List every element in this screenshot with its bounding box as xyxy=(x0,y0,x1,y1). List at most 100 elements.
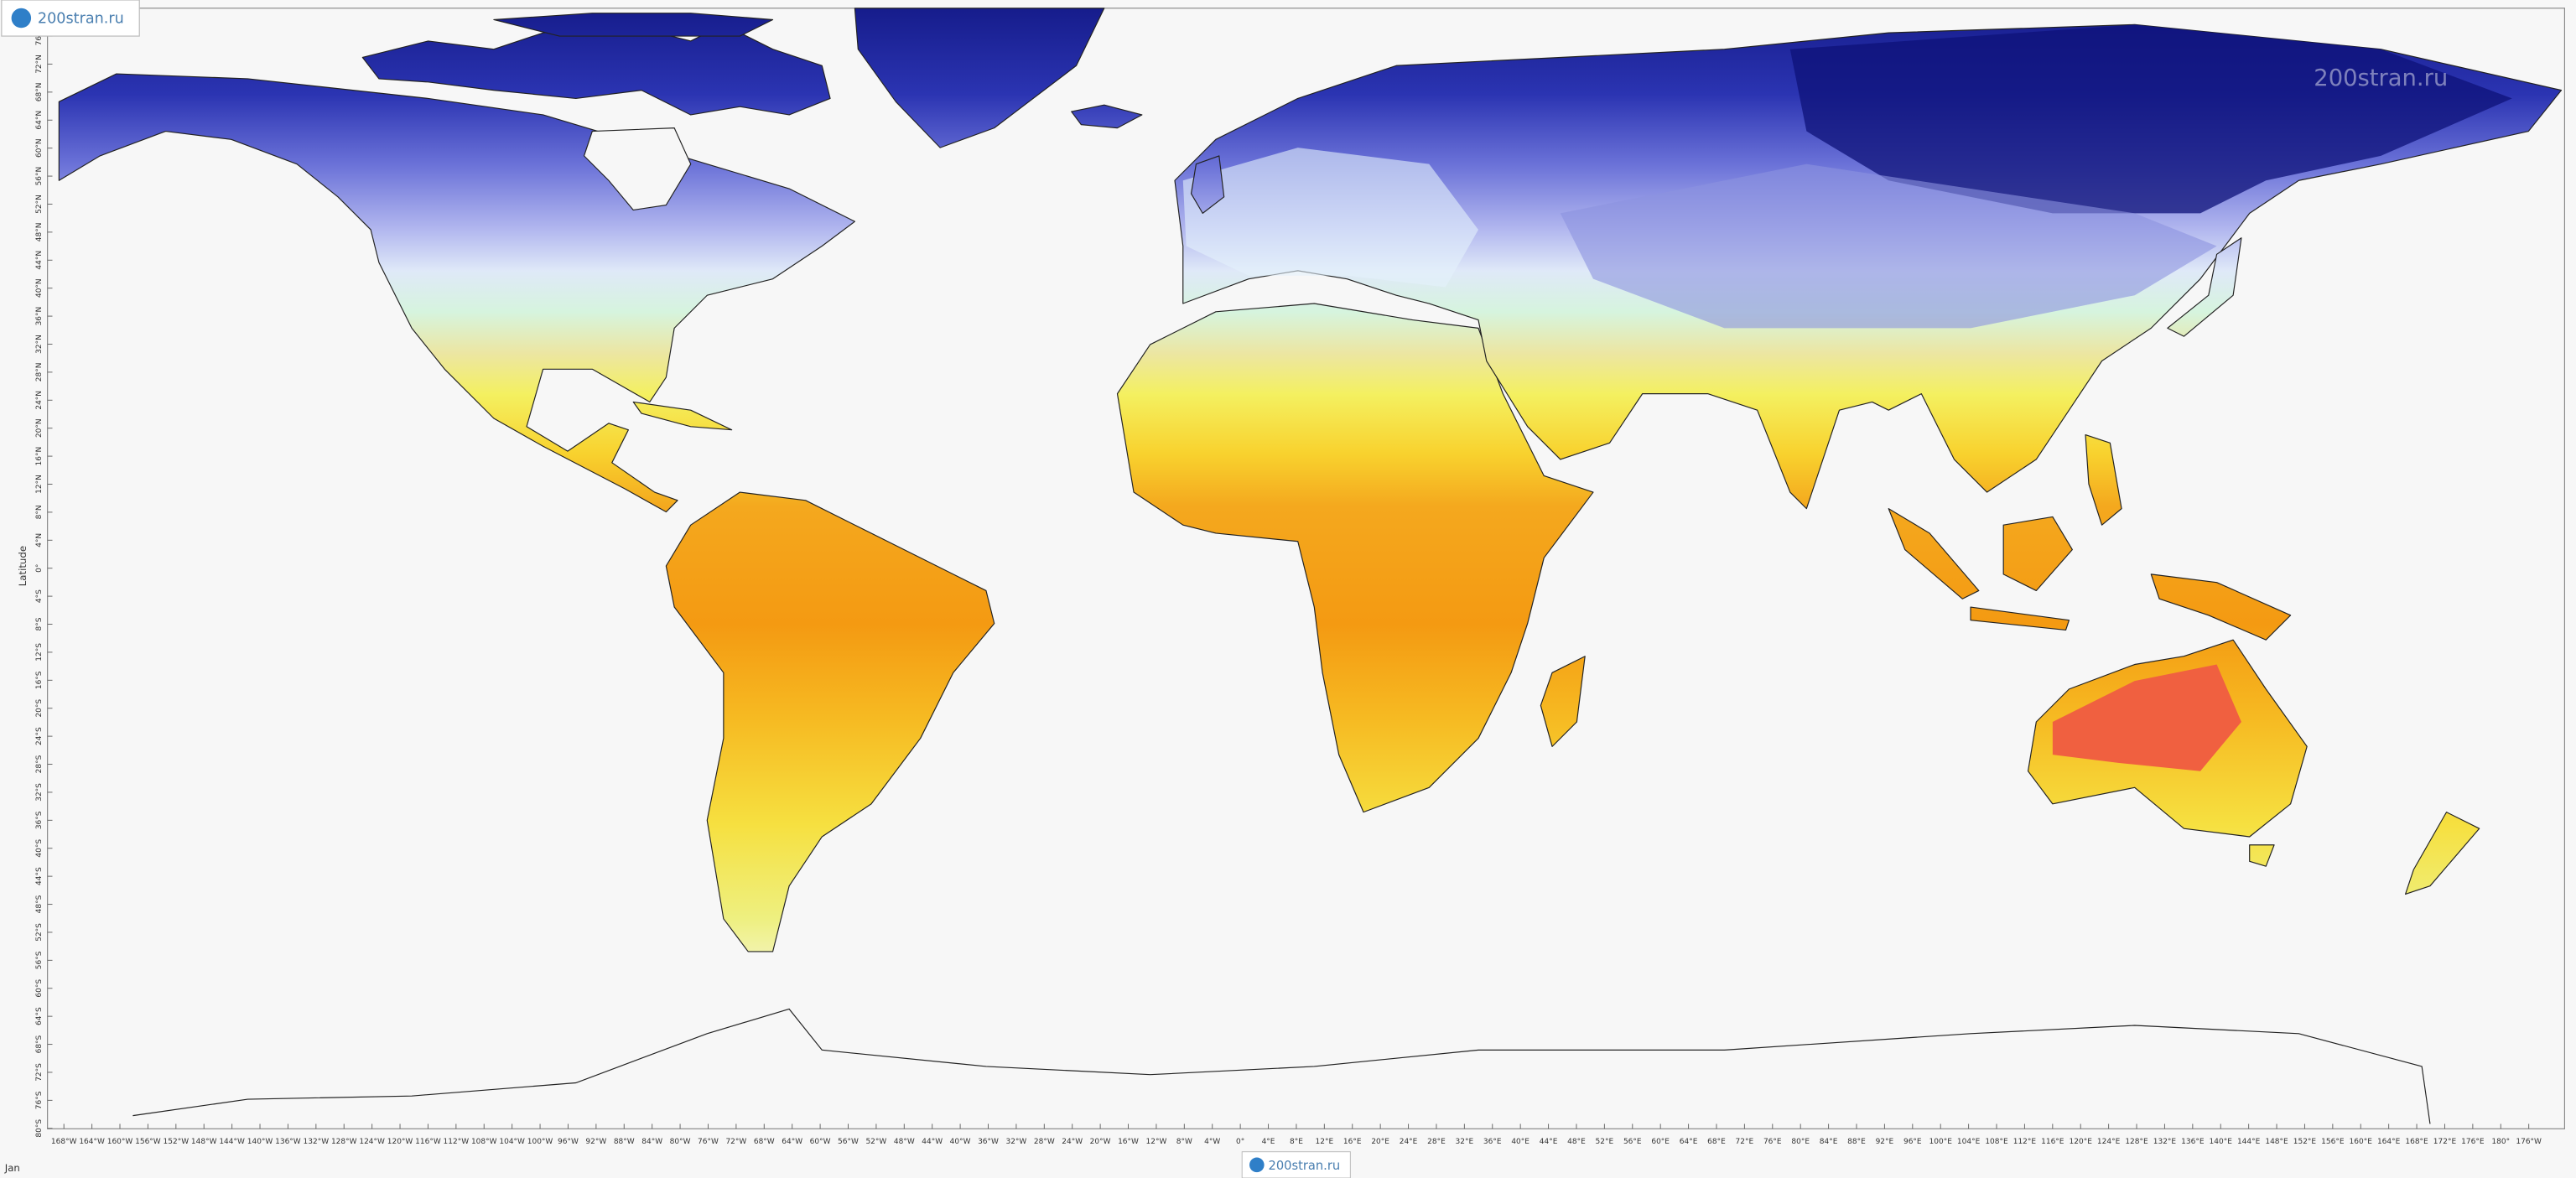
lon-tick-label: 156°W xyxy=(135,1138,161,1146)
greenland xyxy=(854,8,1105,148)
south-america xyxy=(665,491,995,952)
lon-tick-label: 164°E xyxy=(2377,1138,2401,1146)
lat-tick-label: 36°S xyxy=(35,811,44,829)
lat-tick-label: 20°N xyxy=(35,418,44,438)
lat-tick-label: 48°S xyxy=(35,895,44,913)
lat-tick-label: 32°S xyxy=(35,783,44,802)
y-axis-label: Latitude xyxy=(17,546,29,586)
lon-tick-label: 92°W xyxy=(585,1138,606,1146)
lon-tick-label: 64°W xyxy=(782,1138,802,1146)
lon-tick-label: 140°E xyxy=(2210,1138,2233,1146)
lon-tick-label: 160°E xyxy=(2350,1138,2373,1146)
lon-tick-label: 84°W xyxy=(641,1138,662,1146)
lon-tick-label: 28°E xyxy=(1427,1138,1446,1146)
philippines xyxy=(2085,433,2122,526)
lon-tick-label: 144°E xyxy=(2237,1138,2261,1146)
lon-tick-label: 152°E xyxy=(2293,1138,2317,1146)
site-badge[interactable]: 200stran.ru xyxy=(1,0,140,37)
lon-tick-label: 32°E xyxy=(1456,1138,1474,1146)
lat-tick-label: 40°N xyxy=(35,278,44,298)
month-label: Jan xyxy=(4,1162,20,1174)
lon-tick-label: 164°W xyxy=(79,1138,105,1146)
lon-tick-label: 96°W xyxy=(558,1138,579,1146)
lon-tick-label: 12°W xyxy=(1145,1138,1166,1146)
lon-tick-label: 148°E xyxy=(2265,1138,2288,1146)
new-guinea xyxy=(2150,573,2292,641)
arctic-islands xyxy=(361,23,831,116)
lon-tick-label: 136°E xyxy=(2181,1138,2205,1146)
lat-tick-label: 68°S xyxy=(35,1035,44,1053)
lon-tick-label: 172°E xyxy=(2433,1138,2457,1146)
lon-tick-label: 28°W xyxy=(1034,1138,1055,1146)
lon-tick-label: 44°W xyxy=(922,1138,943,1146)
lat-tick-label: 24°S xyxy=(35,727,44,745)
watermark: 200stran.ru xyxy=(2314,65,2448,91)
borneo xyxy=(2002,516,2073,592)
badge-text[interactable]: 200stran.ru xyxy=(38,10,124,27)
arctic-islands-north xyxy=(493,13,774,37)
lon-tick-label: 152°W xyxy=(164,1138,190,1146)
lon-tick-label: 44°E xyxy=(1540,1138,1558,1146)
lon-tick-label: 32°W xyxy=(1005,1138,1026,1146)
lat-tick-label: 28°N xyxy=(35,363,44,382)
lat-tick-label: 20°S xyxy=(35,699,44,718)
lon-tick-label: 120°E xyxy=(2070,1138,2093,1146)
japan xyxy=(2167,237,2242,337)
lon-tick-label: 48°W xyxy=(894,1138,915,1146)
footer-text[interactable]: 200stran.ru xyxy=(1269,1159,1341,1173)
lon-tick-label: 16°E xyxy=(1343,1138,1362,1146)
lon-tick-label: 72°W xyxy=(725,1138,746,1146)
lon-tick-label: 76°E xyxy=(1763,1138,1782,1146)
siberia-cold xyxy=(1789,24,2512,214)
africa xyxy=(1116,303,1594,813)
europe-mild xyxy=(1182,148,1478,288)
lon-tick-label: 72°E xyxy=(1736,1138,1754,1146)
antarctica xyxy=(132,1008,2431,1124)
lon-tick-label: 8°E xyxy=(1290,1138,1303,1146)
lat-tick-label: 4°N xyxy=(35,533,44,547)
lat-tick-label: 52°N xyxy=(35,195,44,214)
lon-tick-label: 0° xyxy=(1236,1138,1244,1146)
lon-tick-label: 144°W xyxy=(219,1138,245,1146)
lon-tick-label: 52°W xyxy=(865,1138,886,1146)
tasmania xyxy=(2249,844,2275,867)
lon-tick-label: 60°W xyxy=(810,1138,831,1146)
lon-tick-label: 176°W xyxy=(2516,1138,2542,1146)
lon-tick-label: 76°W xyxy=(698,1138,719,1146)
lon-tick-label: 24°E xyxy=(1400,1138,1418,1146)
lon-tick-label: 24°W xyxy=(1062,1138,1083,1146)
java xyxy=(1970,606,2070,631)
lon-tick-label: 128°E xyxy=(2125,1138,2148,1146)
lat-tick-label: 76°S xyxy=(35,1091,44,1109)
lat-tick-label: 40°S xyxy=(35,839,44,858)
lat-tick-label: 44°N xyxy=(35,251,44,270)
lon-tick-label: 4°E xyxy=(1262,1138,1275,1146)
lon-tick-label: 88°E xyxy=(1847,1138,1866,1146)
lon-tick-label: 88°W xyxy=(614,1138,635,1146)
lon-tick-label: 64°E xyxy=(1680,1138,1698,1146)
lon-tick-label: 104°W xyxy=(499,1138,525,1146)
lon-tick-label: 120°W xyxy=(387,1138,413,1146)
lon-tick-label: 20°W xyxy=(1090,1138,1111,1146)
lon-tick-label: 80°W xyxy=(670,1138,691,1146)
cuba xyxy=(632,401,733,431)
lat-tick-label: 48°N xyxy=(35,223,44,242)
lat-tick-label: 0° xyxy=(35,564,44,573)
lon-tick-label: 176°E xyxy=(2461,1138,2485,1146)
lon-tick-label: 112°W xyxy=(444,1138,470,1146)
lon-tick-label: 140°W xyxy=(247,1138,273,1146)
lat-tick-label: 36°N xyxy=(35,307,44,326)
footer-badge[interactable]: 200stran.ru xyxy=(1241,1151,1351,1178)
lon-tick-label: 116°W xyxy=(415,1138,441,1146)
lon-tick-label: 68°W xyxy=(754,1138,775,1146)
new-zealand xyxy=(2405,812,2480,895)
latitude-axis: 76°N72°N68°N64°N60°N56°N52°N48°N44°N40°N… xyxy=(35,27,53,1138)
lat-tick-label: 52°S xyxy=(35,923,44,942)
lon-tick-label: 80°E xyxy=(1791,1138,1810,1146)
lon-tick-label: 124°W xyxy=(359,1138,385,1146)
lon-tick-label: 52°E xyxy=(1596,1138,1614,1146)
lon-tick-label: 36°E xyxy=(1483,1138,1502,1146)
lon-tick-label: 108°W xyxy=(471,1138,497,1146)
lon-tick-label: 116°E xyxy=(2041,1138,2064,1146)
